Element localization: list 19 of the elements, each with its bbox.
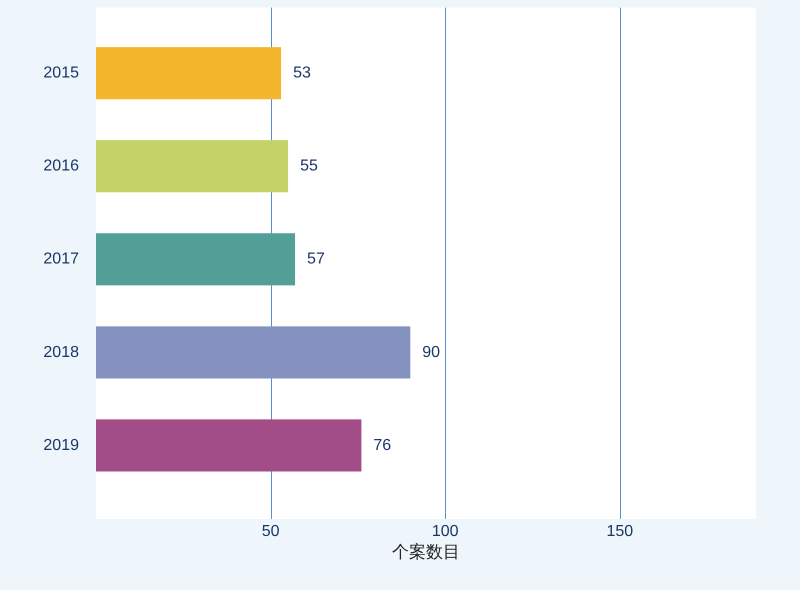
- bar: [96, 326, 410, 378]
- data-label: 76: [373, 436, 392, 454]
- data-label: 90: [422, 344, 440, 361]
- bar: [96, 233, 296, 286]
- data-label: 53: [293, 64, 311, 82]
- x-tick-label: 100: [432, 523, 459, 540]
- y-tick-label: 2018: [43, 344, 80, 361]
- y-tick-label: 2019: [43, 436, 80, 454]
- bar: [96, 419, 362, 472]
- data-label: 55: [300, 158, 318, 175]
- x-tick-label: 150: [606, 523, 634, 540]
- x-tick-label: 50: [262, 523, 280, 540]
- y-tick-label: 2017: [43, 250, 80, 268]
- data-label: 57: [307, 250, 325, 268]
- bar: [96, 47, 282, 100]
- x-axis-title: 个案数目: [392, 542, 460, 562]
- y-tick-label: 2015: [43, 64, 80, 82]
- bar: [96, 140, 288, 192]
- y-tick-label: 2016: [43, 158, 80, 175]
